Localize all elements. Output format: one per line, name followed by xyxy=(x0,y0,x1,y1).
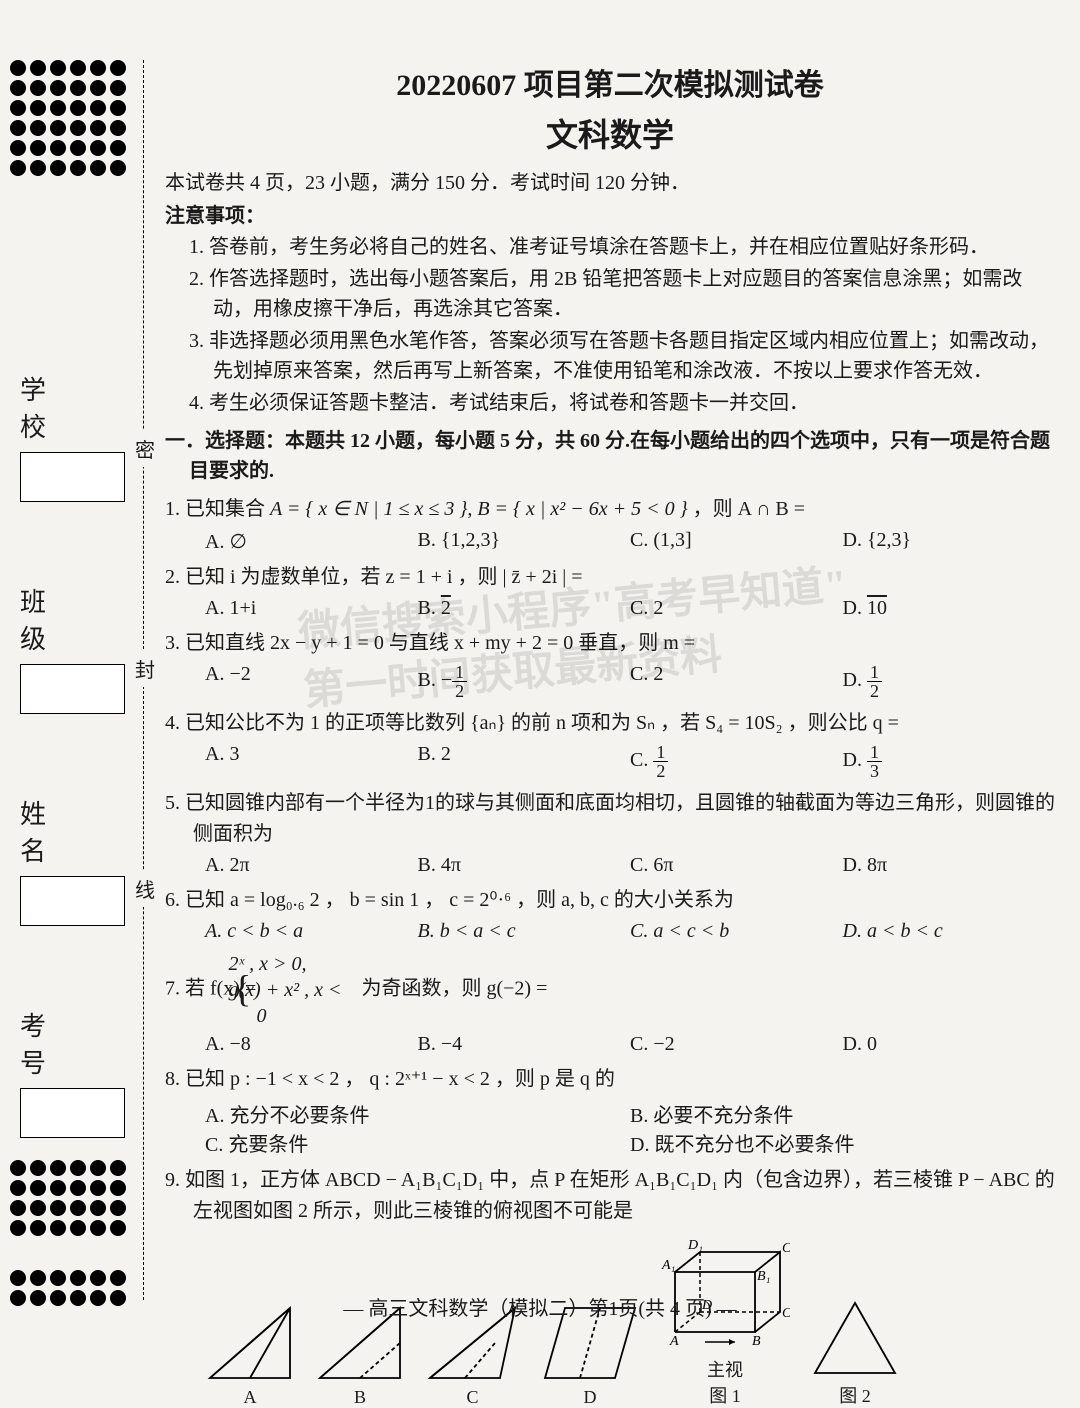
q9-label-fig2: 图 2 xyxy=(810,1382,900,1408)
q5-opt-c: C. 6π xyxy=(630,854,843,877)
q8-opt-c: C. 充要条件 xyxy=(205,1128,630,1157)
q1-stem: 1. 已知集合 A = { x ∈ N | 1 ≤ x ≤ 3 }, B = {… xyxy=(165,494,1055,525)
svg-text:B: B xyxy=(752,1334,761,1349)
q5-opt-b: B. 4π xyxy=(418,854,631,877)
q1-stem-post: ，则 A ∩ B = xyxy=(688,498,805,520)
q7-stem-post: 为奇函数，则 g(−2) = xyxy=(361,978,547,1000)
q8-opt-b: B. 必要不充分条件 xyxy=(630,1099,1055,1128)
svg-text:B₁: B₁ xyxy=(757,1269,770,1284)
q6-options: A. c < b < a B. b < a < c C. a < c < b D… xyxy=(165,920,1055,943)
q2-opt-c: C. 2 xyxy=(630,597,843,620)
q8-opt-a: A. 充分不必要条件 xyxy=(205,1099,630,1128)
q7-piece-1: 2ˣ , x > 0, xyxy=(257,951,352,977)
q9-label-d: D xyxy=(540,1387,640,1408)
q2-opt-d: D. 10 xyxy=(843,597,1056,620)
notice-3: 3. 非选择题必须用黑色水笔作答，答案必须写在答题卡各题目指定区域内相应位置上；… xyxy=(165,326,1055,386)
exam-title-1: 20220607 项目第二次模拟测试卷 xyxy=(165,60,1055,104)
svg-text:A: A xyxy=(669,1334,679,1349)
svg-text:D₁: D₁ xyxy=(687,1238,703,1253)
svg-text:A₁: A₁ xyxy=(661,1258,675,1273)
section-1-head: 一．选择题：本题共 12 小题，每小题 5 分，共 60 分.在每小题给出的四个… xyxy=(165,426,1055,486)
q7-opt-d: D. 0 xyxy=(843,1033,1056,1056)
q6-opt-a: A. c < b < a xyxy=(205,920,418,943)
q5-stem: 5. 已知圆锥内部有一个半径为1的球与其侧面和底面均相切，且圆锥的轴截面为等边三… xyxy=(165,788,1055,850)
q7-opt-b: B. −4 xyxy=(418,1033,631,1056)
q4-stem: 4. 已知公比不为 1 的正项等比数列 {aₙ} 的前 n 项和为 Sₙ ，若 … xyxy=(165,708,1055,739)
q2-options: A. 1+i B. 2 C. 2 D. 10 xyxy=(165,597,1055,620)
q6-opt-d: D. a < b < c xyxy=(843,920,1056,943)
q5-options: A. 2π B. 4π C. 6π D. 8π xyxy=(165,854,1055,877)
q3-opt-d: D. 12 xyxy=(843,663,1056,700)
q9-stem: 9. 如图 1，正方体 ABCD − A₁B₁C₁D₁ 中，点 P 在矩形 A₁… xyxy=(165,1165,1055,1227)
q5-opt-d: D. 8π xyxy=(843,854,1056,877)
q8-options: A. 充分不必要条件 B. 必要不充分条件 C. 充要条件 D. 既不充分也不必… xyxy=(165,1099,1055,1157)
q2-opt-a: A. 1+i xyxy=(205,597,418,620)
q2-stem: 2. 已知 i 为虚数单位，若 z = 1 + i ，则 | z̄ + 2i |… xyxy=(165,562,1055,593)
q3-opt-b: B. −12 xyxy=(418,663,631,700)
q6-stem: 6. 已知 a = log₀.₆ 2 ， b = sin 1 ， c = 2⁰·… xyxy=(165,885,1055,916)
q7-opt-c: C. −2 xyxy=(630,1033,843,1056)
field-label-name: 姓 名 xyxy=(20,794,140,868)
notice-4: 4. 考生必须保证答题卡整洁．考试结束后，将试卷和答题卡一并交回． xyxy=(165,388,1055,418)
main-content: 20220607 项目第二次模拟测试卷 文科数学 本试卷共 4 页，23 小题，… xyxy=(165,60,1055,1408)
exam-meta: 本试卷共 4 页，23 小题，满分 150 分．考试时间 120 分钟． xyxy=(165,166,1055,195)
q2-opt-b: B. 2 xyxy=(418,597,631,620)
q1-options: A. ∅ B. {1,2,3} C. (1,3] D. {2,3} xyxy=(165,529,1055,554)
field-box-school[interactable] xyxy=(20,452,125,502)
field-box-name[interactable] xyxy=(20,876,125,926)
q3-options: A. −2 B. −12 C. 2 D. 12 xyxy=(165,663,1055,700)
q4-opt-b: B. 2 xyxy=(418,743,631,780)
q9-label-b: B xyxy=(315,1387,405,1408)
field-label-examno: 考 号 xyxy=(20,1006,140,1080)
q4-options: A. 3 B. 2 C. 12 D. 13 xyxy=(165,743,1055,780)
q7-options: A. −8 B. −4 C. −2 D. 0 xyxy=(165,1033,1055,1056)
q9-label-c: C xyxy=(425,1387,520,1408)
q9-label-fig1: 图 1 xyxy=(709,1386,741,1406)
registration-dots-top xyxy=(10,60,130,176)
notice-label: 注意事项： xyxy=(165,199,1055,228)
q4-opt-c: C. 12 xyxy=(630,743,843,780)
q3-stem: 3. 已知直线 2x − y + 1 = 0 与直线 x + my + 2 = … xyxy=(165,628,1055,659)
q9-figures: A B C xyxy=(165,1237,1055,1408)
notice-1: 1. 答卷前，考生务必将自己的姓名、准考证号填涂在答题卡上，并在相应位置贴好条形… xyxy=(165,232,1055,262)
svg-text:C₁: C₁ xyxy=(782,1241,790,1256)
q4-opt-d: D. 13 xyxy=(843,743,1056,780)
q1-stem-pre: 1. 已知集合 xyxy=(165,498,270,520)
q1-stem-math: A = { x ∈ N | 1 ≤ x ≤ 3 }, B = { x | x² … xyxy=(270,498,688,520)
q6-opt-b: B. b < a < c xyxy=(418,920,631,943)
q4-opt-a: A. 3 xyxy=(205,743,418,780)
exam-title-2: 文科数学 xyxy=(165,110,1055,156)
notice-2: 2. 作答选择题时，选出每小题答案后，用 2B 铅笔把答题卡上对应题目的答案信息… xyxy=(165,264,1055,324)
page-footer: — 高三文科数学（模拟二）第1页(共 4 页) — xyxy=(0,1292,1080,1321)
q6-opt-c: C. a < c < b xyxy=(630,920,843,943)
q9-anno-zhu: 主视 xyxy=(707,1360,743,1380)
q7-stem: 7. 若 f(x) = { 2ˣ , x > 0, g(x) + x² , x … xyxy=(165,951,1055,1029)
q1-opt-b: B. {1,2,3} xyxy=(418,529,631,554)
q5-opt-a: A. 2π xyxy=(205,854,418,877)
field-box-class[interactable] xyxy=(20,664,125,714)
field-box-examno[interactable] xyxy=(20,1088,125,1138)
q9-fig-cube: A B C D A₁ B₁ C₁ D₁ 主视图 1 xyxy=(660,1237,790,1408)
q3-opt-a: A. −2 xyxy=(205,663,418,700)
left-info-column: 学 校 班 级 姓 名 考 号 xyxy=(20,370,140,1218)
q7-opt-a: A. −8 xyxy=(205,1033,418,1056)
q8-opt-d: D. 既不充分也不必要条件 xyxy=(630,1128,1055,1157)
q1-opt-c: C. (1,3] xyxy=(630,529,843,554)
field-label-school: 学 校 xyxy=(20,370,140,444)
q7-piece-2: g(x) + x² , x < 0 xyxy=(257,977,352,1029)
q9-label-a: A xyxy=(205,1387,295,1408)
q1-opt-d: D. {2,3} xyxy=(843,529,1056,554)
field-label-class: 班 级 xyxy=(20,582,140,656)
q8-stem: 8. 已知 p : −1 < x < 2 ， q : 2ˣ⁺¹ − x < 2 … xyxy=(165,1064,1055,1095)
q3-opt-c: C. 2 xyxy=(630,663,843,700)
q1-opt-a: A. ∅ xyxy=(205,529,418,554)
